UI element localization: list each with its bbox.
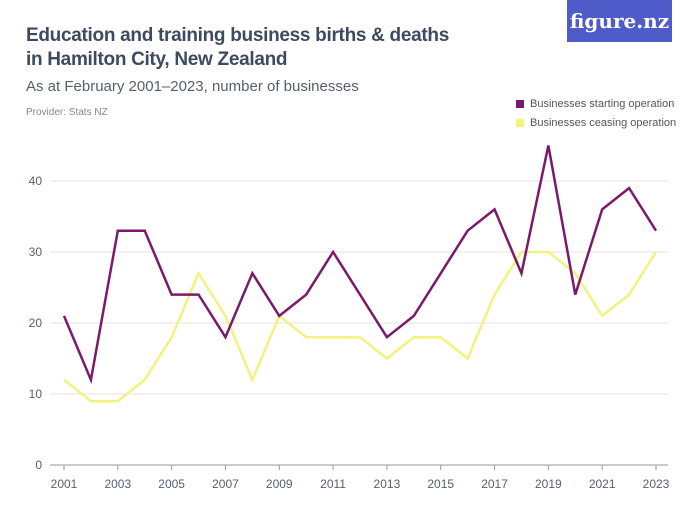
chart-subtitle: As at February 2001–2023, number of busi…: [26, 78, 359, 95]
x-tick-label: 2017: [481, 477, 508, 491]
x-tick-label: 2019: [535, 477, 562, 491]
title-line-1: Education and training business births &…: [26, 25, 449, 46]
x-tick-label: 2015: [427, 477, 454, 491]
legend-swatch-ceasing: [516, 118, 524, 127]
series-line-ceasing: [63, 250, 658, 403]
y-tick-label: 10: [29, 387, 43, 401]
y-tick-label: 30: [29, 245, 43, 259]
y-tick-label: 40: [29, 174, 43, 188]
legend-label-ceasing: Businesses ceasing operation: [530, 116, 677, 129]
x-tick-label: 2023: [643, 477, 670, 491]
figure-nz-logo[interactable]: figure.nz: [567, 0, 672, 42]
x-tick-label: 2013: [374, 477, 401, 491]
legend-label-starting: Businesses starting operation: [530, 97, 675, 110]
x-tick-label: 2005: [158, 477, 185, 491]
legend-item-starting: Businesses starting operation: [516, 94, 676, 113]
x-tick-label: 2003: [104, 477, 131, 491]
chart-title: Education and training business births &…: [26, 24, 449, 72]
legend-item-ceasing: Businesses ceasing operation: [516, 113, 676, 132]
y-tick-label: 0: [35, 458, 42, 472]
title-line-2: in Hamilton City, New Zealand: [26, 49, 288, 70]
y-tick-label: 20: [29, 316, 43, 330]
x-tick-label: 2011: [320, 477, 346, 491]
x-tick-label: 2001: [51, 477, 78, 491]
legend-swatch-starting: [516, 99, 524, 108]
x-tick-label: 2007: [212, 477, 239, 491]
x-tick-label: 2009: [266, 477, 293, 491]
legend: Businesses starting operation Businesses…: [516, 94, 676, 132]
provider-label: Provider: Stats NZ: [26, 107, 108, 118]
x-tick-label: 2021: [589, 477, 616, 491]
